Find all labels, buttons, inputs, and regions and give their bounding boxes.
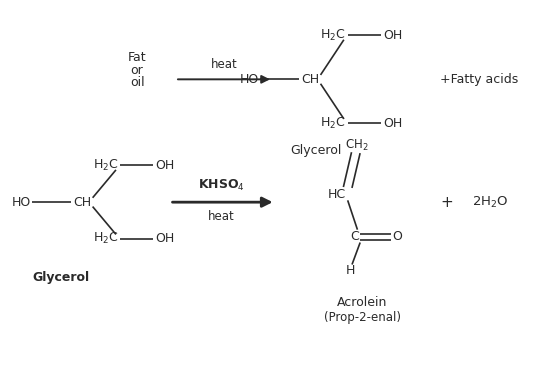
Text: OH: OH (383, 117, 402, 130)
Text: Acrolein: Acrolein (337, 297, 387, 309)
Text: CH: CH (73, 196, 91, 208)
Text: or: or (131, 64, 143, 76)
Text: Fat: Fat (128, 51, 147, 64)
Text: H$_2$C: H$_2$C (93, 231, 118, 246)
Text: HO: HO (12, 196, 31, 208)
Text: C: C (350, 231, 359, 243)
Text: HC: HC (328, 188, 346, 201)
Text: Glycerol: Glycerol (290, 144, 342, 158)
Text: O: O (393, 231, 403, 243)
Text: Glycerol: Glycerol (33, 271, 90, 284)
Text: CH$_2$: CH$_2$ (345, 138, 369, 153)
Text: H: H (345, 264, 355, 276)
Text: oil: oil (130, 76, 144, 90)
Text: OH: OH (155, 159, 174, 172)
Text: H$_2$C: H$_2$C (321, 28, 346, 43)
Text: (Prop-2-enal): (Prop-2-enal) (324, 311, 401, 324)
Text: H$_2$C: H$_2$C (93, 158, 118, 173)
Text: CH: CH (301, 73, 319, 86)
Text: OH: OH (155, 232, 174, 245)
Text: HO: HO (240, 73, 259, 86)
Text: 2H$_2$O: 2H$_2$O (472, 195, 508, 210)
Text: +Fatty acids: +Fatty acids (440, 73, 518, 86)
Text: heat: heat (208, 210, 235, 224)
Text: KHSO$_4$: KHSO$_4$ (198, 178, 245, 193)
Text: +: + (440, 195, 453, 210)
Text: H$_2$C: H$_2$C (321, 116, 346, 131)
Text: OH: OH (383, 29, 402, 42)
Text: heat: heat (210, 58, 237, 71)
